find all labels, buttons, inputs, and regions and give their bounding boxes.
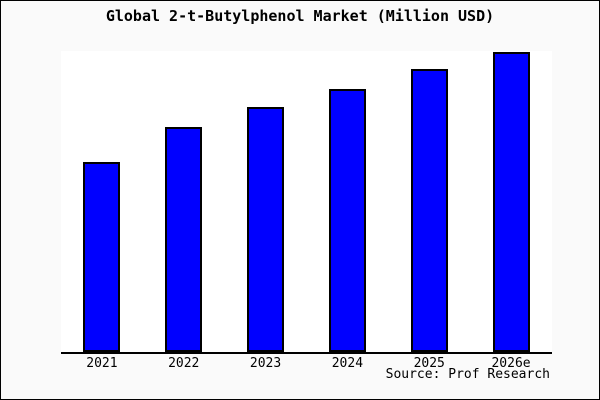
bar-2022 — [165, 126, 203, 352]
x-tick-label-2022: 2022 — [168, 356, 200, 371]
bar-2024 — [328, 88, 366, 352]
bar-2026e — [492, 51, 530, 352]
x-axis-line — [61, 352, 552, 354]
bar-slot — [388, 51, 470, 352]
x-tick-label-2026e: 2026e — [491, 356, 531, 371]
bar-slot — [225, 51, 307, 352]
bar-2023 — [247, 107, 285, 352]
bar-slot — [61, 51, 143, 352]
bar-slot — [306, 51, 388, 352]
bars — [61, 51, 552, 352]
x-tick-label-2023: 2023 — [249, 356, 282, 371]
bar-slot — [143, 51, 225, 352]
source-attribution: Source: Prof Research — [385, 367, 550, 382]
bar-slot — [470, 51, 552, 352]
x-tick-label-2024: 2024 — [331, 356, 364, 371]
plot-area — [61, 51, 552, 354]
x-tick-label-2025: 2025 — [413, 356, 445, 371]
bar-2025 — [410, 69, 448, 352]
x-tick-label-2021: 2021 — [86, 356, 118, 371]
bar-2021 — [83, 162, 121, 352]
chart-title: Global 2-t-Butylphenol Market (Million U… — [105, 7, 495, 25]
x-axis-labels: 2021 2022 2023 2024 2025 2026e — [61, 356, 552, 371]
